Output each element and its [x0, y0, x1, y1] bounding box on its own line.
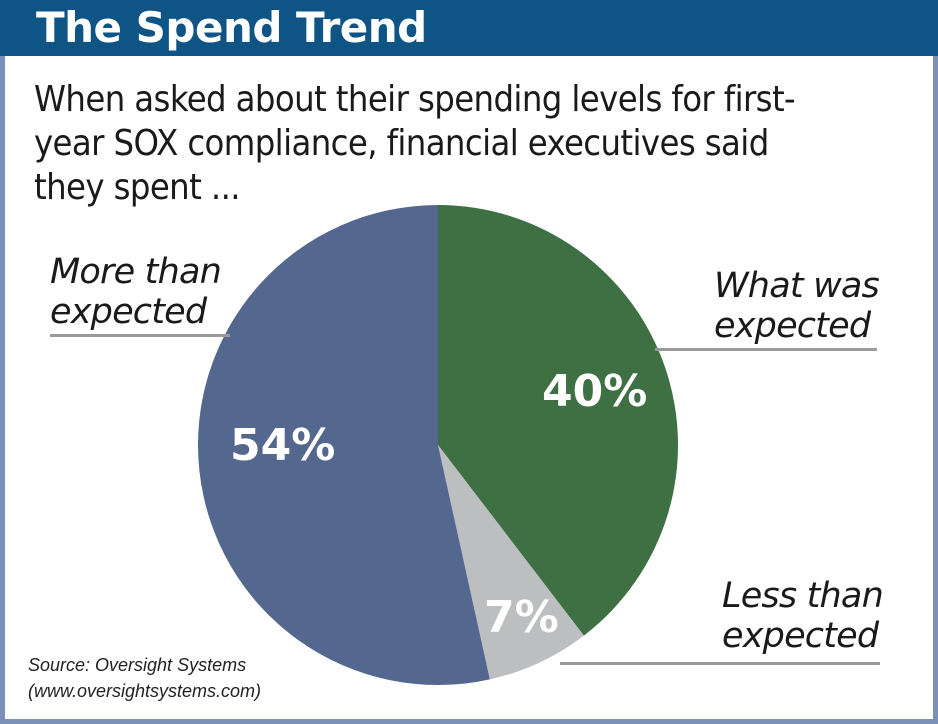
label-line: What was	[714, 266, 880, 306]
label-line: Less than	[722, 576, 884, 616]
source-line: (www.oversightsystems.com)	[28, 681, 262, 701]
source-line: Source: Oversight Systems	[28, 655, 247, 675]
pie-slice-what-was-expected	[438, 205, 679, 636]
label-line: More than	[50, 252, 222, 292]
data-label-what-was-expected: 40%	[542, 366, 648, 417]
subtitle-line: year SOX compliance, financial executive…	[34, 123, 769, 164]
leader-line-more	[50, 334, 230, 337]
label-what-was-expected: What was expected	[714, 266, 880, 346]
data-label-less-than-expected: 7%	[484, 592, 559, 643]
source-note: Source: Oversight Systems (www.oversight…	[28, 652, 261, 704]
chart-subtitle: When asked about their spending levels f…	[34, 78, 894, 210]
title-banner: The Spend Trend	[0, 0, 938, 56]
pie-slice-more-than-expected	[198, 205, 490, 685]
leader-line-less	[560, 662, 880, 665]
label-line: expected	[722, 616, 879, 656]
data-label-more-than-expected: 54%	[230, 420, 336, 471]
label-more-than-expected: More than expected	[50, 252, 222, 332]
subtitle-line: When asked about their spending levels f…	[34, 79, 796, 120]
label-less-than-expected: Less than expected	[722, 576, 884, 656]
subtitle-line: they spent ...	[34, 167, 241, 208]
pie-slice-less-than-expected	[438, 445, 584, 680]
label-line: expected	[714, 306, 871, 346]
leader-line-what	[655, 348, 877, 351]
label-line: expected	[50, 292, 207, 332]
chart-title: The Spend Trend	[36, 3, 427, 52]
